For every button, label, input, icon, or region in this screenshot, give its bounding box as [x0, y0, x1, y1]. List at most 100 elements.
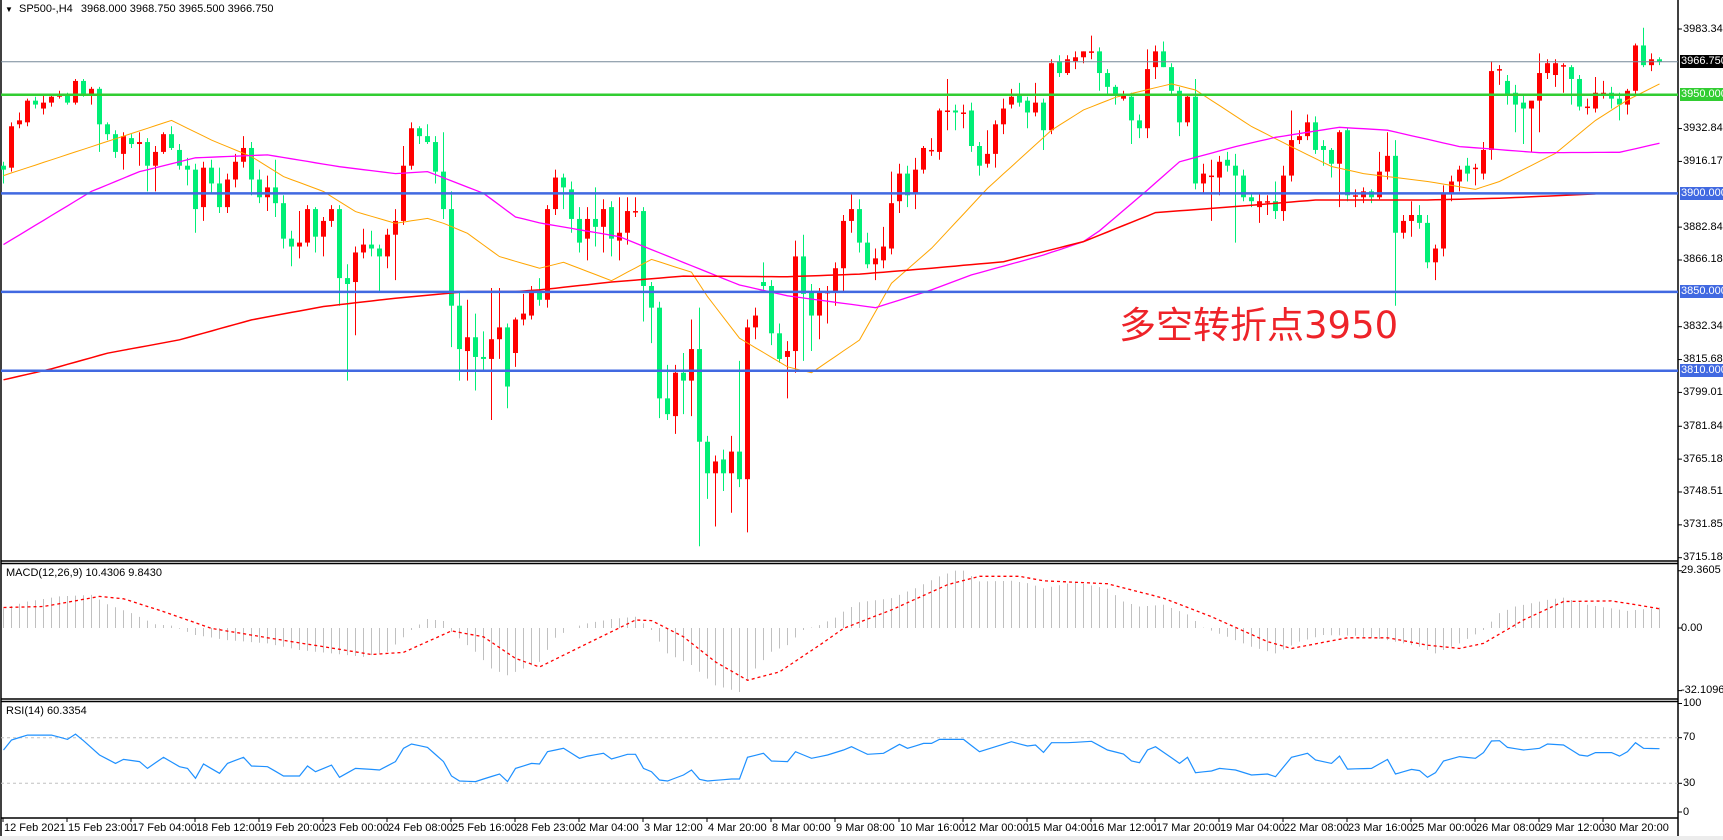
candle	[473, 313, 478, 391]
candle	[361, 228, 366, 259]
candle	[1585, 98, 1590, 115]
time-axis-label: 15 Feb 23:00	[68, 822, 133, 834]
candle	[1161, 41, 1166, 68]
candle	[1105, 69, 1110, 95]
candle	[249, 142, 254, 196]
candle	[1001, 98, 1006, 135]
candle-body	[1305, 122, 1310, 137]
candle-body	[153, 151, 158, 166]
candle-body	[689, 349, 694, 381]
candle	[1257, 193, 1262, 223]
candle-body	[633, 211, 638, 213]
rsi-axis-label: 70	[1683, 731, 1696, 744]
price-axis-label: 3731.850	[1683, 518, 1723, 531]
candle	[777, 323, 782, 363]
candle	[97, 86, 102, 152]
candle-body	[1313, 122, 1318, 150]
candle	[145, 138, 150, 192]
candle-body	[81, 80, 86, 95]
annotation-text[interactable]: 多空转折点3950	[1119, 304, 1399, 347]
candle	[641, 207, 646, 322]
candle-body	[1617, 98, 1622, 105]
candle	[593, 187, 598, 247]
candle-body	[105, 124, 110, 135]
candle-body	[945, 110, 950, 113]
candle	[609, 201, 614, 257]
candle	[705, 435, 710, 499]
candle	[833, 262, 838, 306]
price-axis-label: 3916.175	[1683, 154, 1723, 167]
candle-body	[625, 211, 630, 233]
candle-body	[1169, 67, 1174, 91]
macd-axis-label: -32.1096	[1681, 684, 1723, 697]
candle	[1321, 140, 1326, 166]
candle-body	[1385, 155, 1390, 172]
candle-body	[905, 173, 910, 196]
candle-body	[865, 242, 870, 265]
candle	[217, 167, 222, 214]
candle-body	[241, 147, 246, 162]
candle	[209, 159, 214, 194]
ohlc-values: 3968.000 3968.750 3965.500 3966.750	[80, 3, 274, 15]
triangle-down-icon[interactable]: ▼	[5, 5, 13, 14]
moving-average-mid-line	[3, 126, 1660, 309]
candle	[385, 228, 390, 269]
candle-body	[593, 218, 598, 227]
candle-body	[1153, 51, 1158, 68]
candle-body	[1457, 169, 1462, 182]
candle-body	[921, 147, 926, 170]
candle	[449, 191, 454, 348]
horizontal-levels[interactable]	[1, 61, 1678, 373]
candle	[1345, 128, 1350, 202]
candle-body	[449, 209, 454, 306]
candle	[1641, 27, 1646, 68]
candle-body	[609, 207, 614, 239]
candle-body	[1577, 78, 1582, 107]
candle	[857, 199, 862, 253]
candle	[1, 161, 6, 184]
candle-body	[513, 319, 518, 354]
candle-body	[353, 252, 358, 283]
time-axis-label: 3 Mar 12:00	[644, 822, 703, 834]
candle-body	[1321, 145, 1326, 150]
candle	[1489, 61, 1494, 160]
candle-body	[737, 451, 742, 480]
time-axis-label: 22 Mar 08:00	[1284, 822, 1349, 834]
candle-body	[961, 112, 966, 114]
rsi-axis-label: 100	[1683, 697, 1702, 709]
candle-body	[937, 110, 942, 152]
candle	[233, 153, 238, 188]
candle	[1297, 130, 1302, 145]
candle-body	[1201, 173, 1206, 184]
candle-body	[545, 209, 550, 300]
candle-body	[169, 134, 174, 148]
candle	[657, 301, 662, 419]
price-axis-label: 3815.680	[1683, 353, 1723, 366]
candle	[1049, 59, 1054, 135]
candle-body	[1057, 61, 1062, 74]
candle-body	[1273, 201, 1278, 212]
time-axis-label: 9 Mar 08:00	[836, 822, 895, 834]
candle	[49, 94, 54, 107]
candle	[425, 124, 430, 145]
candle-body	[697, 349, 702, 442]
candle	[753, 307, 758, 340]
candle-body	[681, 372, 686, 381]
candle-body	[1217, 161, 1222, 178]
candle-body	[1433, 248, 1438, 263]
price-axis-label: 3799.015	[1683, 385, 1723, 398]
candle	[113, 130, 118, 158]
candle-body	[665, 398, 670, 415]
candle	[1545, 59, 1550, 79]
candle-body	[25, 100, 30, 123]
candle-body	[841, 220, 846, 269]
candle-body	[1593, 92, 1598, 109]
price-level-label: 3810.000	[1680, 364, 1723, 378]
candle-body	[41, 102, 46, 109]
candle	[305, 205, 310, 247]
candle	[1073, 51, 1078, 70]
candle	[1625, 88, 1630, 115]
macd-signal-line	[3, 575, 1660, 681]
bid-price-label: 3966.750	[1680, 55, 1723, 69]
